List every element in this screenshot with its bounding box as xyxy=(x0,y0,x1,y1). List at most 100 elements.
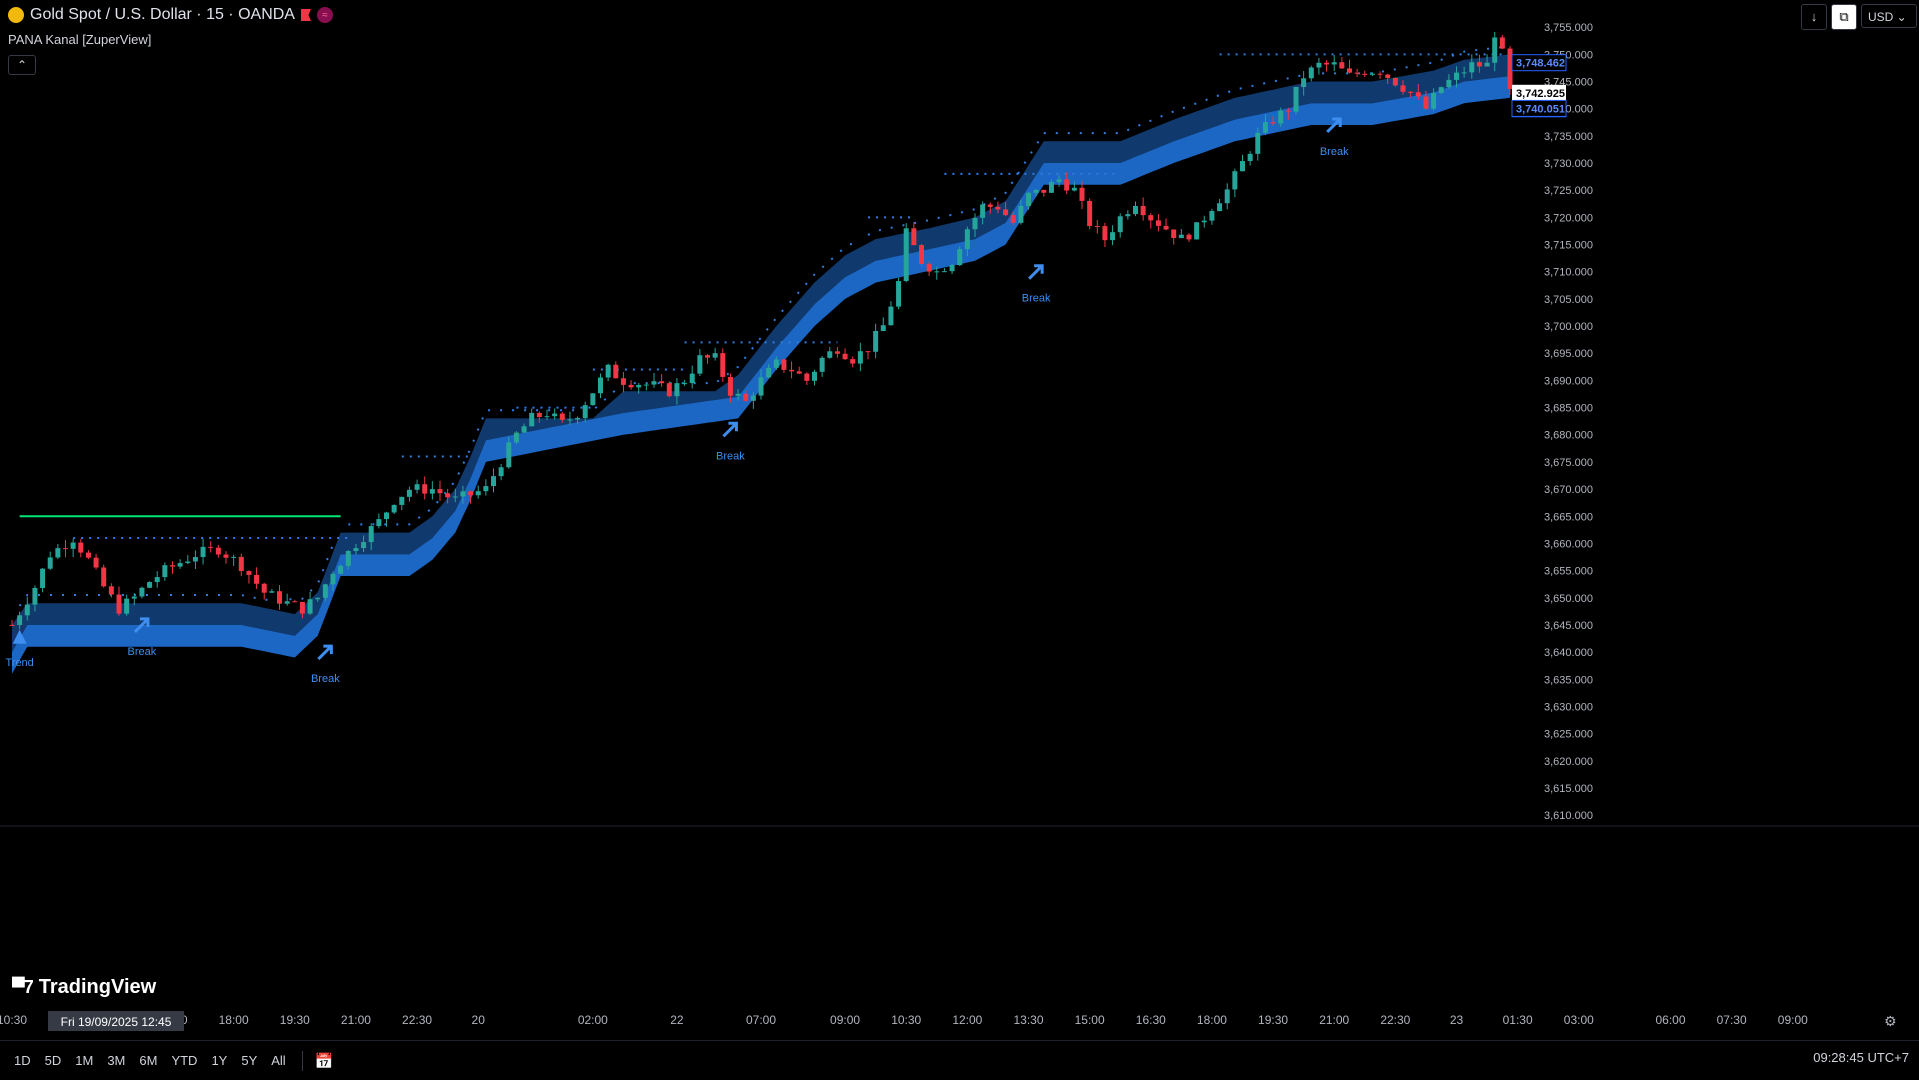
range-5y-button[interactable]: 5Y xyxy=(241,1053,258,1068)
candle-body-131 xyxy=(1010,215,1016,223)
y-tick-label: 3,700.000 xyxy=(1544,321,1593,333)
x-tick-label: 01:30 xyxy=(1503,1013,1533,1027)
candle-body-72 xyxy=(559,413,565,420)
candle-body-185 xyxy=(1423,96,1429,109)
candle-body-66 xyxy=(513,432,519,443)
range-5d-button[interactable]: 5D xyxy=(44,1053,62,1068)
candle-body-53 xyxy=(414,484,420,490)
arrow-down-icon[interactable]: ↓ xyxy=(1801,4,1827,30)
candle-body-30 xyxy=(238,556,244,572)
candle-body-196 xyxy=(1507,48,1513,89)
x-tick-label: 21:00 xyxy=(1319,1013,1349,1027)
candle-body-32 xyxy=(254,574,260,584)
y-tick-label: 3,650.000 xyxy=(1544,593,1593,605)
price-chart[interactable]: Trend Break Break Break Break Break 3,610.000 3… xyxy=(0,0,1919,1040)
x-tick-label: 03:00 xyxy=(1564,1013,1594,1027)
candle-body-149 xyxy=(1148,215,1154,221)
candle-body-25 xyxy=(200,546,206,558)
candle-body-85 xyxy=(659,381,665,384)
range-6m-button[interactable]: 6M xyxy=(139,1053,158,1068)
candle-body-11 xyxy=(93,557,99,568)
break-label-1: Break xyxy=(128,646,157,658)
range-buttons: 1D 5D 1M 3M 6M YTD 1Y 5Y All xyxy=(0,1053,286,1068)
x-tick-label: 09:00 xyxy=(830,1013,860,1027)
y-tick-label: 3,625.000 xyxy=(1544,729,1593,741)
candle-body-24 xyxy=(192,557,198,562)
range-ytd-button[interactable]: YTD xyxy=(171,1053,198,1068)
candle-body-160 xyxy=(1232,171,1238,190)
x-tick-label: 10:30 xyxy=(891,1013,921,1027)
y-tick-label: 3,720.000 xyxy=(1544,212,1593,224)
x-tick-label: 10:30 xyxy=(0,1013,27,1027)
candle-body-159 xyxy=(1224,189,1230,204)
candle-body-194 xyxy=(1492,37,1498,63)
candle-body-29 xyxy=(231,556,237,558)
candle-body-67 xyxy=(521,426,527,433)
candle-body-187 xyxy=(1438,87,1444,93)
range-3m-button[interactable]: 3M xyxy=(107,1053,126,1068)
break-label-3: Break xyxy=(716,450,745,462)
candle-body-97 xyxy=(750,395,756,401)
market-status-icon[interactable]: ≈ xyxy=(316,7,333,23)
candle-body-0 xyxy=(9,624,15,626)
candle-body-96 xyxy=(743,393,749,401)
candle-body-164 xyxy=(1262,122,1268,133)
candle-body-126 xyxy=(972,217,978,230)
tradingview-logo-text: TradingView xyxy=(38,976,157,998)
price-label-3: 3,740.051 xyxy=(1516,103,1565,115)
y-tick-label: 3,615.000 xyxy=(1544,783,1593,795)
snapshot-icon[interactable]: ⧉ xyxy=(1831,4,1857,30)
x-tick-label: 07:00 xyxy=(746,1013,776,1027)
clock[interactable]: 09:28:45 UTC+7 xyxy=(1813,1050,1909,1065)
y-tick-label: 3,630.000 xyxy=(1544,701,1593,713)
range-all-button[interactable]: All xyxy=(271,1053,286,1068)
candle-body-64 xyxy=(498,467,504,477)
tradingview-logo: ▀7 TradingView xyxy=(12,976,156,999)
candle-body-147 xyxy=(1133,205,1138,215)
candle-body-169 xyxy=(1301,78,1307,88)
y-tick-label: 3,705.000 xyxy=(1544,294,1593,306)
candle-body-182 xyxy=(1400,85,1406,92)
candle-body-107 xyxy=(827,351,833,358)
candle-body-45 xyxy=(353,548,359,551)
indicator-name[interactable]: PANA Kanal [ZuperView] xyxy=(8,32,152,47)
candle-body-75 xyxy=(582,405,588,418)
candle-body-119 xyxy=(919,245,924,264)
candle-body-88 xyxy=(682,383,688,385)
candle-body-135 xyxy=(1041,189,1047,193)
candle-body-12 xyxy=(101,567,107,587)
candle-body-17 xyxy=(139,587,145,597)
candle-body-167 xyxy=(1285,110,1291,112)
calendar-goto-icon[interactable]: 📅 xyxy=(314,1052,334,1070)
candle-body-37 xyxy=(292,601,298,603)
candle-body-146 xyxy=(1125,214,1131,217)
range-1y-button[interactable]: 1Y xyxy=(211,1053,228,1068)
break-arrow-icon-4 xyxy=(1028,264,1044,280)
candle-body-42 xyxy=(330,573,336,585)
y-tick-label: 3,725.000 xyxy=(1544,185,1593,197)
candle-body-154 xyxy=(1186,234,1192,240)
range-1d-button[interactable]: 1D xyxy=(14,1053,31,1068)
candle-body-57 xyxy=(445,493,451,498)
gold-coin-icon xyxy=(8,7,24,23)
y-tick-label: 3,635.000 xyxy=(1544,674,1593,686)
chevron-up-icon[interactable]: ⌃ xyxy=(8,55,36,75)
candle-body-106 xyxy=(819,357,825,372)
candle-body-166 xyxy=(1278,110,1284,124)
flag-icon[interactable] xyxy=(300,9,311,21)
candle-body-83 xyxy=(643,384,649,386)
candle-body-26 xyxy=(208,546,214,548)
symbol-header[interactable]: Gold Spot / U.S. Dollar · 15 · OANDA ≈ xyxy=(8,6,333,24)
range-1m-button[interactable]: 1M xyxy=(75,1053,94,1068)
candle-body-192 xyxy=(1476,62,1482,67)
gear-icon: ⚙ xyxy=(1884,1014,1897,1030)
candle-body-15 xyxy=(124,598,130,614)
candle-body-18 xyxy=(147,582,153,588)
x-tick-label: 22:30 xyxy=(1380,1013,1410,1027)
candle-body-162 xyxy=(1247,153,1253,162)
candle-body-69 xyxy=(536,412,542,418)
x-tick-label: 09:00 xyxy=(1778,1013,1808,1027)
candle-body-54 xyxy=(422,484,428,494)
y-tick-label: 3,645.000 xyxy=(1544,620,1593,632)
currency-select[interactable]: USD ⌄ xyxy=(1861,4,1917,28)
